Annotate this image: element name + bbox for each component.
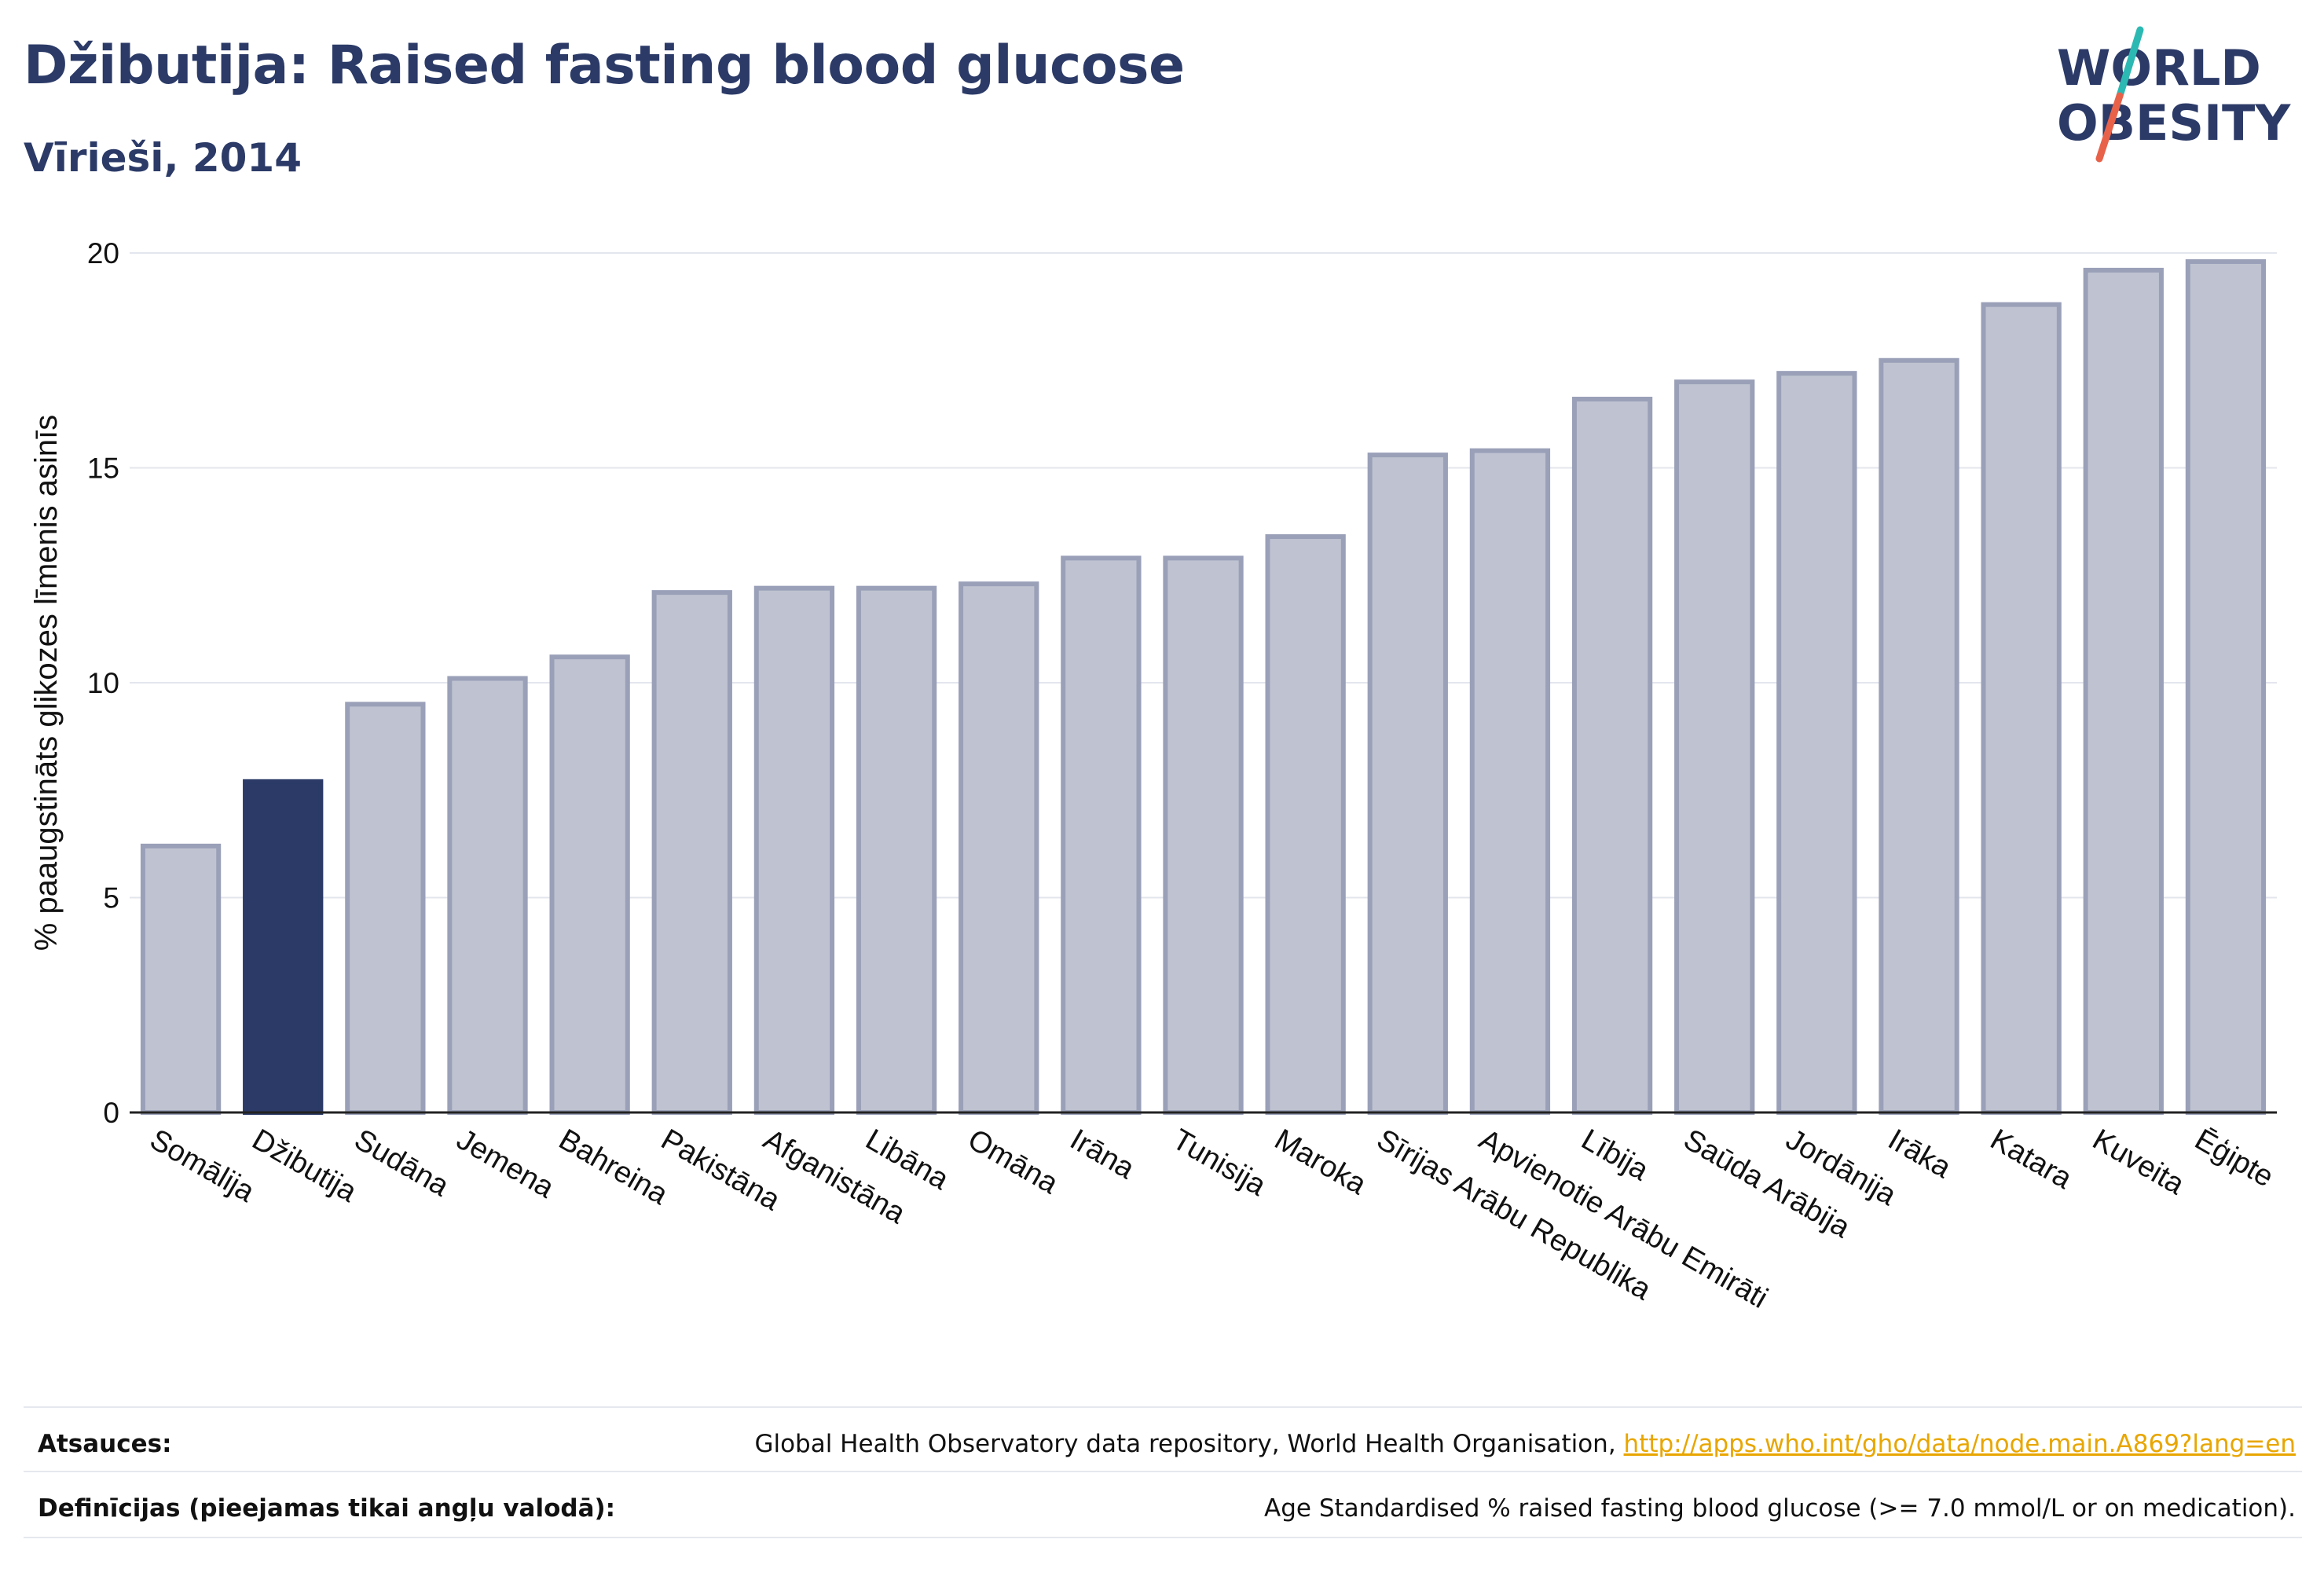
footer-divider-top xyxy=(24,1406,2302,1408)
bar xyxy=(856,585,937,1115)
bar xyxy=(1367,453,1448,1115)
x-tick-label: Lībija xyxy=(1576,1123,1655,1187)
x-tick-label: Omāna xyxy=(962,1123,1065,1200)
definitions-value: Age Standardised % raised fasting blood … xyxy=(1264,1494,2296,1523)
chart-subtitle: Vīrieši, 2014 xyxy=(24,135,302,181)
x-tick-label: Tunisija xyxy=(1167,1123,1272,1203)
logo-slash-teal xyxy=(2116,26,2144,100)
bar xyxy=(1879,357,1959,1115)
bar-chart: 0 5 10 15 20 SomālijaDžibutijaSudānaJemenaBa… xyxy=(29,237,2279,1315)
x-tick-label: Sudāna xyxy=(349,1123,455,1203)
chart-title: Džibutija: Raised fasting blood glucose xyxy=(24,35,1185,97)
bar xyxy=(651,590,732,1115)
bar xyxy=(2083,267,2164,1115)
footer-divider-bottom xyxy=(24,1537,2302,1538)
sources-label: Atsauces: xyxy=(38,1430,172,1458)
footer-divider-middle xyxy=(24,1471,2302,1472)
bar xyxy=(959,581,1039,1115)
y-tick-label: 20 xyxy=(87,237,119,269)
bar xyxy=(243,779,324,1115)
logo-word-obesity: OBESITY xyxy=(2057,94,2291,152)
bar xyxy=(753,585,835,1115)
y-tick-label: 15 xyxy=(87,453,119,485)
bar xyxy=(2185,258,2267,1116)
bar xyxy=(447,676,528,1115)
sources-text: Global Health Observatory data repositor… xyxy=(754,1430,1624,1458)
bar xyxy=(1265,534,1346,1115)
y-axis-ticks: 0 5 10 15 20 xyxy=(87,237,119,1129)
x-tick-label: Jemena xyxy=(451,1123,560,1204)
y-axis-label: % paaugstināts glikozes līmenis asinīs xyxy=(29,415,64,951)
definitions-label: Definīcijas (pieejamas tikai angļu valod… xyxy=(38,1494,616,1523)
bar xyxy=(1469,448,1551,1115)
x-tick-label: Irāna xyxy=(1065,1123,1141,1186)
x-tick-label: Ēģipte xyxy=(2189,1123,2278,1193)
x-tick-label: Maroka xyxy=(1269,1123,1372,1201)
world-obesity-logo: WORLD OBESITY xyxy=(2057,26,2291,163)
bar xyxy=(1981,302,2062,1115)
x-tick-label: Džibutija xyxy=(247,1123,363,1209)
y-tick-label: 0 xyxy=(103,1097,119,1129)
y-tick-label: 10 xyxy=(87,667,119,699)
sources-link[interactable]: http://apps.who.int/gho/data/node.main.A… xyxy=(1623,1430,2296,1458)
bars xyxy=(140,258,2267,1116)
x-tick-label: Somālija xyxy=(145,1123,261,1209)
bar xyxy=(140,843,222,1115)
x-tick-label: Bahreina xyxy=(553,1123,673,1211)
logo-word-world: WORLD xyxy=(2057,39,2261,97)
bar xyxy=(345,702,426,1115)
bar xyxy=(1163,555,1244,1115)
sources-value: Global Health Observatory data repositor… xyxy=(754,1430,2296,1458)
x-axis-labels: SomālijaDžibutijaSudānaJemenaBahreinaPak… xyxy=(145,1123,2279,1314)
x-tick-label: Irāka xyxy=(1882,1123,1957,1185)
bar xyxy=(549,654,630,1115)
bar xyxy=(1571,396,1653,1116)
x-tick-label: Katara xyxy=(1985,1123,2078,1196)
y-tick-label: 5 xyxy=(103,882,119,914)
bar xyxy=(1776,371,1857,1116)
x-tick-label: Kuveita xyxy=(2087,1123,2190,1201)
bar xyxy=(1061,555,1142,1115)
bar xyxy=(1674,379,1755,1116)
logo-slash-red xyxy=(2095,92,2124,163)
